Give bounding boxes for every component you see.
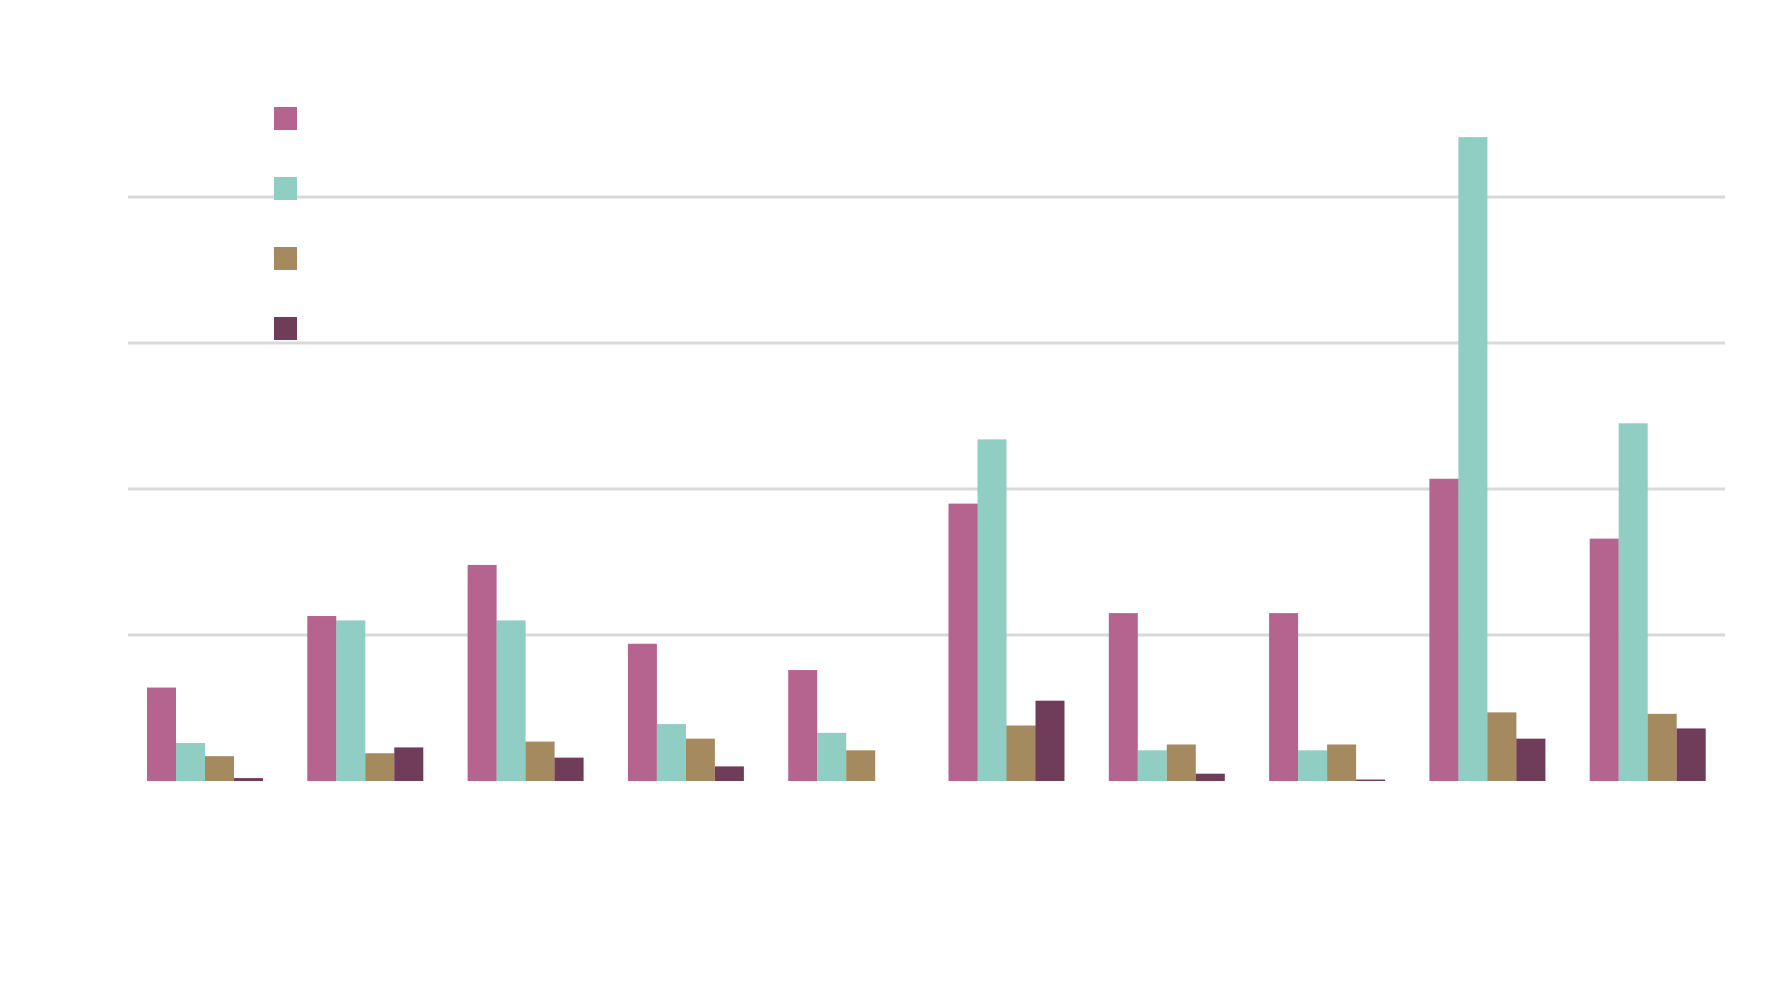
legend-swatch-2 [274,177,297,200]
bar-series-4-cat-10 [1676,728,1706,781]
bar-series-2-cat-8 [1298,750,1328,781]
bar-series-4-cat-2 [394,747,424,781]
bar-series-4-cat-1 [234,778,263,781]
bar-series-2-cat-6 [977,439,1007,781]
bar-series-2-cat-7 [1137,750,1167,781]
bar-series-2-cat-10 [1618,423,1648,781]
bar-series-1-cat-3 [467,564,497,781]
bar-series-4-cat-8 [1356,779,1386,781]
bar-series-4-cat-4 [714,766,744,781]
bar-group-4 [627,643,744,781]
legend-item-2 [274,177,297,200]
bar-group-3 [467,564,584,781]
bar-series-3-cat-3 [525,741,555,781]
legend-swatch-1 [274,107,297,130]
bar-series-3-cat-1 [205,756,234,781]
legend-item-1 [274,107,297,130]
bar-series-4-cat-9 [1516,738,1546,781]
bar-series-1-cat-9 [1429,478,1459,781]
bar-series-4-cat-6 [1035,700,1065,781]
legend-swatch-3 [274,247,297,270]
bar-series-2-cat-5 [817,732,847,781]
bar-series-3-cat-4 [685,738,715,781]
legend [274,107,297,340]
bar-series-1-cat-1 [147,687,176,781]
bar-group-2 [307,616,424,781]
bar-series-3-cat-5 [846,750,876,781]
bar-series-3-cat-6 [1006,725,1036,781]
bar-series-3-cat-9 [1487,712,1517,781]
bar-series-2-cat-2 [336,620,366,781]
bar-series-1-cat-6 [948,503,978,781]
legend-item-3 [274,247,297,270]
bar-series-3-cat-2 [365,753,395,781]
bar-series-4-cat-7 [1195,773,1225,781]
bars [147,137,1706,781]
bar-group-6 [948,439,1065,781]
bar-series-3-cat-8 [1327,744,1357,781]
bar-series-3-cat-7 [1166,744,1196,781]
bar-series-1-cat-4 [627,643,657,781]
bar-series-4-cat-3 [554,757,584,781]
bar-series-1-cat-5 [788,670,818,781]
bar-group-5 [788,670,876,781]
bar-series-2-cat-9 [1458,137,1488,781]
bar-group-10 [1589,423,1706,781]
bar-series-1-cat-8 [1269,613,1299,781]
bar-series-1-cat-10 [1589,538,1619,781]
bar-group-9 [1429,137,1546,781]
bar-group-1 [147,687,263,781]
bar-series-1-cat-7 [1108,613,1138,781]
bar-series-2-cat-3 [496,620,526,781]
bar-series-1-cat-2 [307,616,337,781]
bar-series-2-cat-1 [176,743,205,781]
legend-item-4 [274,317,297,340]
bar-series-2-cat-4 [656,724,686,781]
bar-series-3-cat-10 [1647,713,1677,781]
bar-group-8 [1269,613,1386,781]
legend-swatch-4 [274,317,297,340]
bar-group-7 [1108,613,1225,781]
